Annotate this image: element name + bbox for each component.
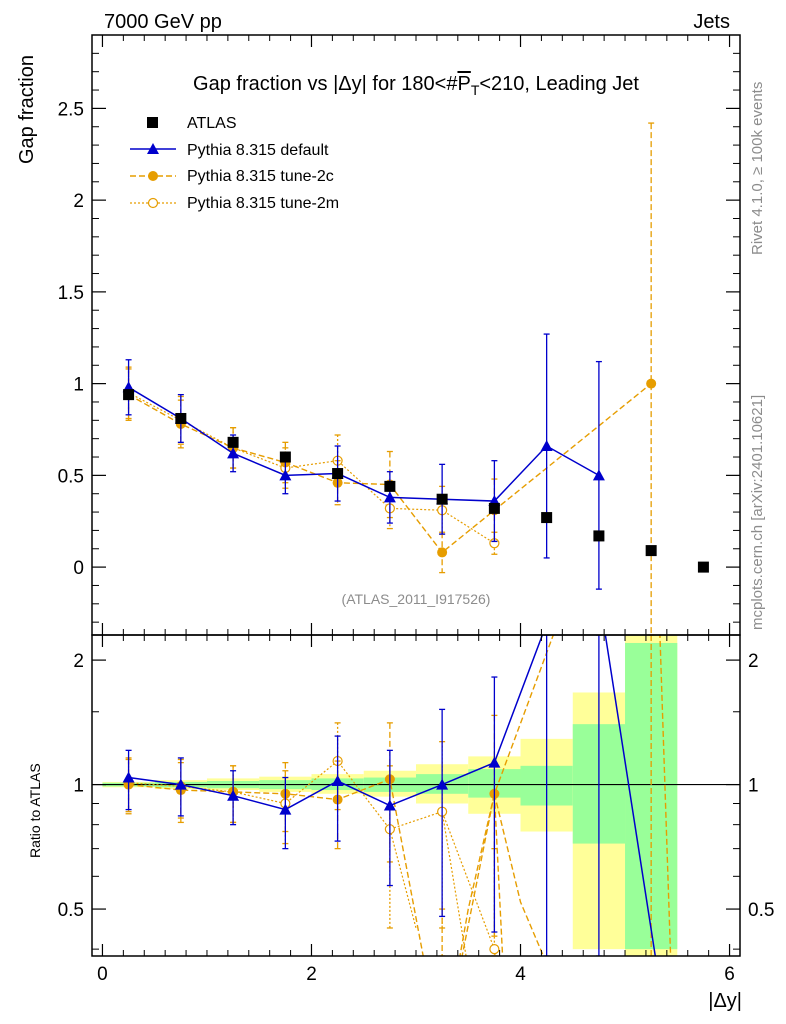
- main-y-tick-label: 1: [73, 375, 84, 396]
- main-point-data: [697, 561, 709, 573]
- main-line-default: [128, 386, 600, 502]
- ratio-point-default: [174, 778, 187, 790]
- legend-tune2c-marker: [148, 171, 158, 181]
- ratio-excursion-tune2c: [459, 793, 496, 956]
- main-point-default: [227, 447, 240, 459]
- ratio-point-default: [331, 775, 344, 787]
- legend-tune2m-marker: [147, 197, 159, 209]
- main-point-data: [436, 493, 448, 505]
- legend-atlas-marker: [147, 117, 158, 128]
- ratio-y-tick-label: 0.5: [58, 900, 84, 921]
- ratio-excursion-tune2m: [493, 949, 496, 956]
- legend-default-label: Pythia 8.315 default: [187, 142, 329, 159]
- header-jets-label: Jets: [693, 11, 730, 33]
- main-point-data: [123, 389, 135, 401]
- main-point-data: [227, 436, 239, 448]
- main-point-data: [645, 545, 657, 557]
- mcplots-source-label: mcplots.cern.ch [arXiv:2401.10621]: [749, 395, 766, 630]
- title-p-symbol: P: [457, 73, 470, 95]
- ratio-y-tick-label-right: 0.5: [748, 900, 774, 921]
- main-y-tick-label: 0.5: [58, 466, 84, 487]
- ratio-point-default: [383, 799, 396, 811]
- ratio-y-tick-label: 1: [73, 776, 84, 797]
- main-point-data: [488, 502, 500, 514]
- chart-title: Gap fraction vs |Δy| for 180<#PT<210, Le…: [193, 73, 639, 98]
- ratio-series-default: [122, 635, 657, 956]
- title-range-text: <210, Leading Jet: [479, 73, 639, 95]
- analysis-watermark: (ATLAS_2011_I917526): [342, 591, 491, 607]
- legend-tune2c-label: Pythia 8.315 tune-2c: [187, 168, 334, 185]
- ratio-point-default: [227, 789, 240, 801]
- ratio-plot-frame: [91, 634, 741, 957]
- legend: ATLAS Pythia 8.315 default Pythia 8.315 …: [130, 115, 339, 212]
- ratio-excursion-tune2c: [493, 793, 545, 956]
- main-point-default: [279, 469, 292, 481]
- y-axis-title: Gap fraction: [16, 55, 38, 164]
- rivet-version-label: Rivet 4.1.0, ≥ 100k events: [749, 82, 766, 255]
- legend-tune2m-label: Pythia 8.315 tune-2m: [187, 195, 339, 212]
- main-point-default: [592, 469, 605, 481]
- ratio-x-tick-label: 6: [724, 964, 735, 985]
- main-point-data: [593, 530, 605, 542]
- x-axis-title: |Δy|: [708, 990, 742, 1012]
- ratio-excursion-tune2m: [441, 811, 467, 956]
- ratio-point-default: [488, 756, 501, 768]
- main-point-data: [384, 480, 396, 492]
- main-point-data: [332, 468, 344, 480]
- legend-atlas-label: ATLAS: [187, 115, 237, 132]
- title-t-subscript: T: [471, 82, 480, 98]
- ratio-x-tick-label: 4: [515, 964, 526, 985]
- ratio-y-tick-label: 2: [73, 651, 84, 672]
- ratio-point-default: [122, 771, 135, 783]
- legend-default-marker: [147, 143, 159, 154]
- title-text: Gap fraction vs |Δy| for 180<#: [193, 73, 458, 95]
- ratio-y-tick-label-right: 2: [748, 651, 759, 672]
- ratio-series-layer: [122, 635, 672, 956]
- main-y-tick-label: 2.5: [58, 99, 84, 120]
- main-series-data: [123, 389, 709, 573]
- main-y-tick-label: 2: [73, 191, 84, 212]
- main-axis-ticks: 0 0.5 1 1.5 2 2.5: [58, 35, 740, 635]
- main-point-data: [279, 451, 291, 463]
- ratio-clipped-group: [122, 635, 672, 956]
- ratio-excursion-tune2c: [493, 793, 504, 956]
- main-point-data: [175, 412, 187, 424]
- header-energy-label: 7000 GeV pp: [104, 11, 222, 33]
- ratio-line-tune2m: [128, 760, 495, 950]
- main-point-default: [540, 440, 553, 452]
- main-series-layer: [122, 122, 709, 636]
- ratio-x-tick-label: 0: [97, 964, 108, 985]
- main-point-tune2c: [646, 378, 657, 389]
- main-line-tune2c: [128, 383, 652, 554]
- main-series-default: [122, 333, 605, 590]
- ratio-axis-ticks: 0 2 4 6 0.5 0.5 1 1 2 2: [58, 635, 774, 985]
- ratio-point-default: [279, 803, 292, 815]
- ratio-x-tick-label: 2: [306, 964, 317, 985]
- ratio-axis-title: Ratio to ATLAS: [27, 763, 43, 858]
- main-point-data: [541, 512, 553, 524]
- ratio-excursion-tune2m: [389, 829, 417, 929]
- main-point-tune2c: [437, 547, 448, 558]
- main-point-default: [383, 491, 396, 503]
- main-y-tick-label: 1.5: [58, 283, 84, 304]
- ratio-y-tick-label-right: 1: [748, 776, 759, 797]
- main-y-tick-label: 0: [73, 558, 84, 579]
- ratio-point-default: [436, 778, 449, 790]
- ratio-excursion-tune2c: [659, 635, 672, 956]
- ratio-point-tune2m: [489, 944, 500, 955]
